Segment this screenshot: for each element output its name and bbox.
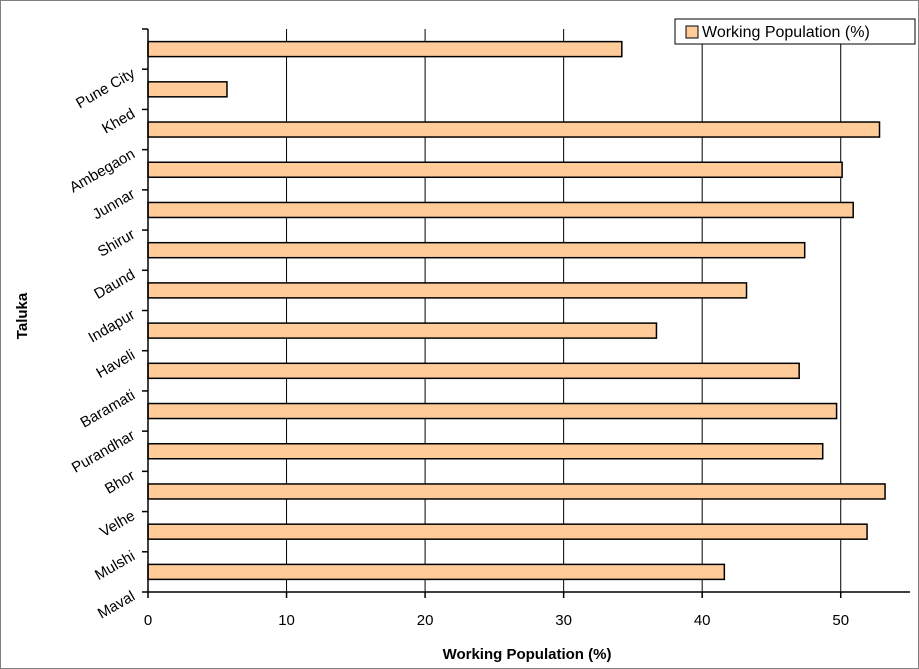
- bar-junnar: [147, 161, 843, 178]
- bar-daund: [147, 241, 806, 259]
- bar-baramati: [147, 362, 800, 380]
- bar-haveli: [147, 322, 658, 339]
- x-tick-label: 0: [144, 612, 152, 629]
- bar-purandhar: [147, 402, 838, 420]
- axes: [142, 28, 910, 598]
- legend-box: [674, 18, 916, 45]
- x-axis-title: Working Population (%): [443, 646, 612, 663]
- bar-pune-city: [147, 40, 623, 58]
- bar-khed: [147, 81, 228, 98]
- x-tick-label: 50: [832, 612, 849, 629]
- bar-shirur: [147, 201, 854, 219]
- bars: [147, 40, 886, 581]
- x-tick-label: 10: [278, 612, 295, 629]
- legend: Working Population (%): [674, 18, 916, 45]
- bar-bhor: [147, 443, 824, 460]
- x-tick-label: 40: [694, 612, 711, 629]
- bar-maval: [147, 563, 726, 581]
- x-tick-label: 20: [417, 612, 434, 629]
- legend-swatch: [685, 25, 699, 39]
- bar-mulshi: [147, 523, 868, 540]
- bar-indapur: [147, 282, 748, 299]
- legend-label: Working Population (%): [702, 24, 870, 41]
- bar-ambegaon: [147, 121, 881, 138]
- bar-velhe: [147, 483, 886, 500]
- x-tick-labels: 0 10 20 30 40 50: [144, 612, 849, 629]
- y-axis-title: Taluka: [14, 292, 31, 339]
- x-tick-label: 30: [555, 612, 572, 629]
